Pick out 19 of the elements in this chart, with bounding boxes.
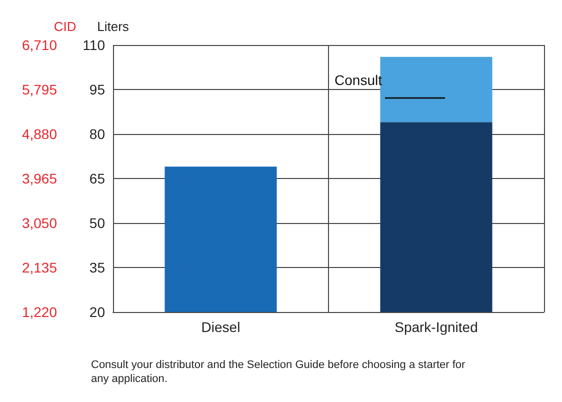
y-tick-label: 35 <box>89 260 106 276</box>
x-tick-label: Diesel <box>201 319 240 335</box>
y2-tick-label: 1,220 <box>22 304 58 320</box>
y-axis-title: Liters <box>97 19 130 34</box>
y-tick-label: 95 <box>89 82 106 98</box>
text: Consult your distributor and the Selection Guide before choosing a starter for any application. <box>91 359 468 385</box>
y2-tick-label: 3,965 <box>22 170 58 186</box>
y2-axis-title: CID <box>54 19 76 34</box>
y2-tick-label: 4,880 <box>22 126 58 142</box>
y-tick-label: 50 <box>89 215 106 231</box>
y-tick-label: 110 <box>82 37 106 53</box>
y-tick-label: 80 <box>89 126 106 142</box>
y-tick-label: 65 <box>89 170 106 186</box>
y2-tick-label: 2,135 <box>22 260 58 276</box>
y2-tick-label: 5,795 <box>22 82 58 98</box>
y2-tick-label: 6,710 <box>22 37 58 53</box>
y2-tick-label: 3,050 <box>22 215 58 231</box>
x-tick-label: Spark-Ignited <box>394 319 478 335</box>
y-tick-label: 20 <box>89 304 106 320</box>
